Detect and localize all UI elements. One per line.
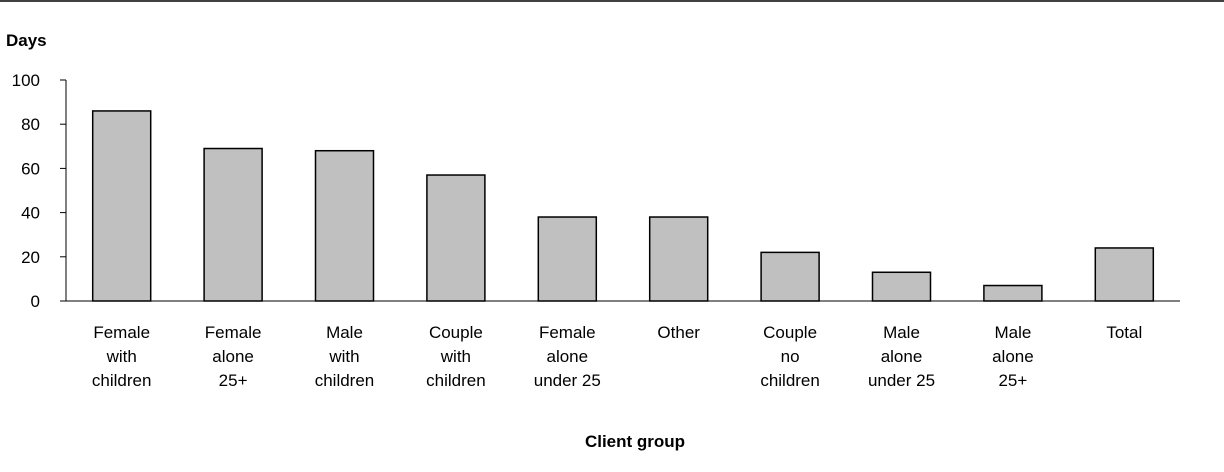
x-tick-label: Female alone under 25 xyxy=(534,323,601,390)
bar xyxy=(648,216,709,302)
bar xyxy=(760,251,820,302)
bar xyxy=(426,174,486,302)
bar xyxy=(983,284,1043,302)
x-axis-title: Client group xyxy=(585,432,685,451)
x-tick-label-line: with xyxy=(106,347,137,366)
x-tick-label-line: Male xyxy=(994,323,1031,342)
x-tick-label-line: with xyxy=(328,347,359,366)
x-tick-label: Couple with children xyxy=(426,323,486,390)
x-tick-label-line: children xyxy=(760,371,820,390)
y-tick-label: 60 xyxy=(21,159,40,178)
x-tick-label-line: Total xyxy=(1106,323,1142,342)
x-tick-label-line: alone xyxy=(546,347,588,366)
x-tick-label: Other xyxy=(657,323,700,342)
x-tick-label: Female with children xyxy=(92,323,152,390)
x-tick-label: Male with children xyxy=(315,323,375,390)
x-tick-label-line: no xyxy=(781,347,800,366)
x-tick-label: Male alone under 25 xyxy=(868,323,935,390)
bars xyxy=(91,110,1155,302)
x-tick-label-line: 25+ xyxy=(219,371,248,390)
x-tick-label-line: 25+ xyxy=(998,371,1027,390)
x-tick-label-line: alone xyxy=(881,347,923,366)
x-tick-label-line: alone xyxy=(992,347,1034,366)
x-tick-label-line: Female xyxy=(93,323,150,342)
x-tick-label-line: children xyxy=(426,371,486,390)
x-tick-label-line: Female xyxy=(539,323,596,342)
x-tick-label: Male alone 25+ xyxy=(992,323,1034,390)
y-axis-title: Days xyxy=(6,31,47,50)
x-tick-label-line: Other xyxy=(657,323,700,342)
x-tick-label-line: Male xyxy=(883,323,920,342)
x-tick-label-line: Female xyxy=(205,323,262,342)
x-tick-label-line: under 25 xyxy=(868,371,935,390)
y-tick-label: 100 xyxy=(12,71,40,90)
x-tick-label-line: Male xyxy=(326,323,363,342)
bar xyxy=(203,147,263,302)
x-tick-label-line: with xyxy=(440,347,471,366)
x-tick-label: Couple no children xyxy=(760,323,820,390)
y-tick-label: 0 xyxy=(31,292,40,311)
y-axis: 0 20 40 60 80 100 xyxy=(12,71,67,311)
y-tick-label: 80 xyxy=(21,115,40,134)
bar xyxy=(314,149,375,302)
x-tick-label-line: Couple xyxy=(429,323,483,342)
y-tick-label: 40 xyxy=(21,204,40,223)
x-tick-label-line: Couple xyxy=(763,323,817,342)
x-tick-label-line: children xyxy=(315,371,375,390)
bar xyxy=(871,271,932,302)
x-tick-label: Total xyxy=(1106,323,1142,342)
bar xyxy=(537,216,598,302)
x-axis: Female with children Female alone 25+ Male with… xyxy=(66,300,1180,390)
x-tick-label-line: children xyxy=(92,371,152,390)
bar xyxy=(91,110,152,302)
x-tick-label: Female alone 25+ xyxy=(205,323,262,390)
y-tick-label: 20 xyxy=(21,248,40,267)
x-tick-label-line: under 25 xyxy=(534,371,601,390)
bar xyxy=(1094,247,1155,302)
x-tick-label-line: alone xyxy=(212,347,254,366)
